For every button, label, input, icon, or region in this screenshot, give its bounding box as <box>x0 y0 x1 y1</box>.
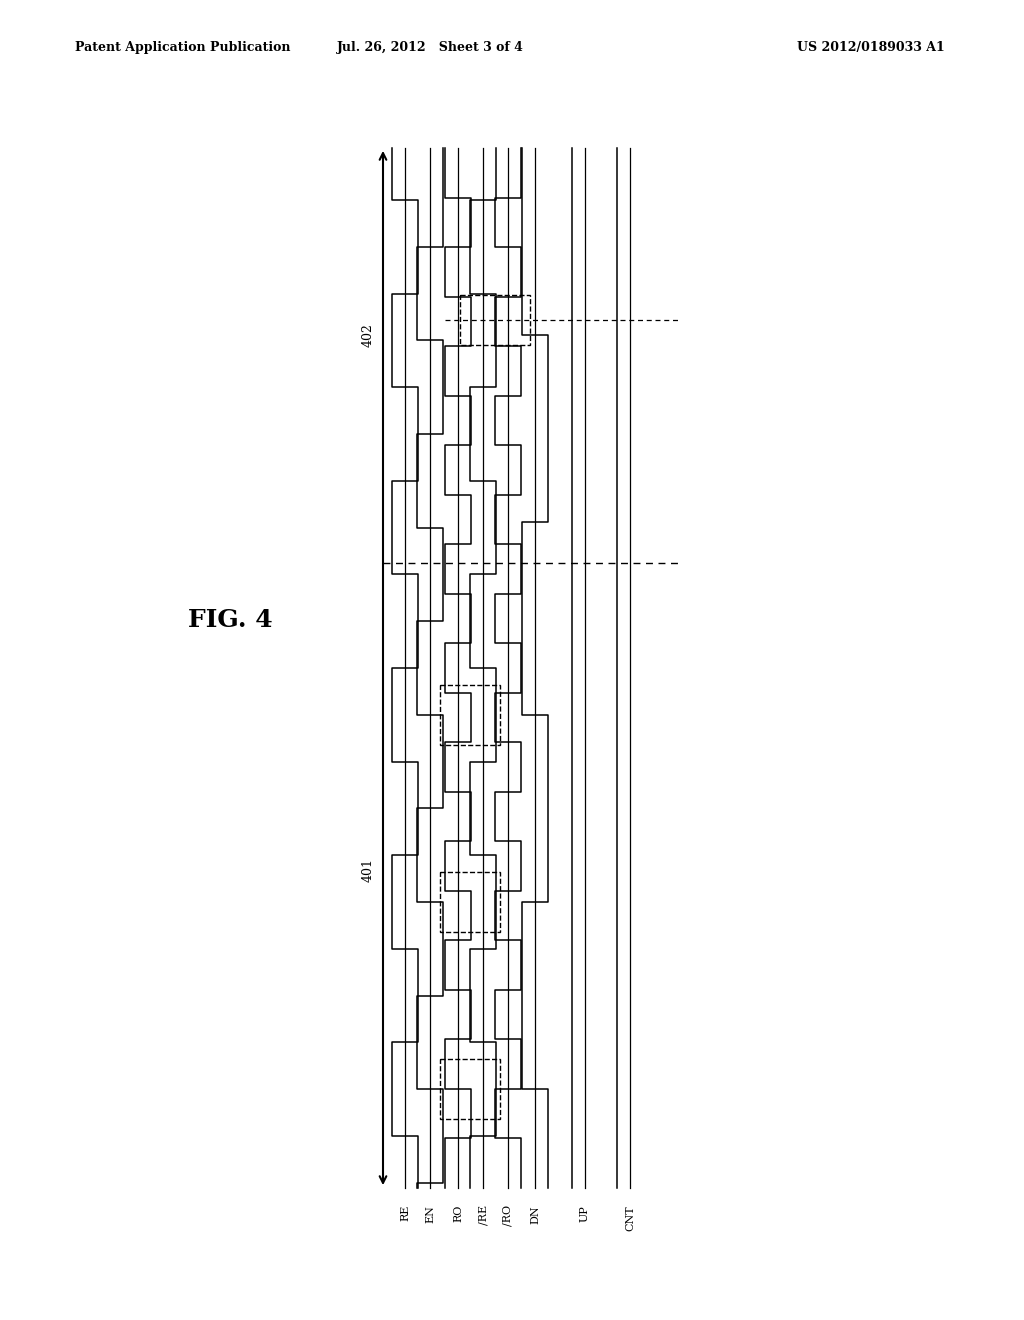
Text: /RE: /RE <box>478 1205 488 1225</box>
Text: CNT: CNT <box>625 1205 635 1230</box>
Text: UP: UP <box>580 1205 590 1222</box>
Text: EN: EN <box>425 1205 435 1222</box>
Text: DN: DN <box>530 1205 540 1224</box>
Text: RO: RO <box>453 1205 463 1222</box>
Text: Patent Application Publication: Patent Application Publication <box>75 41 291 54</box>
Text: Jul. 26, 2012   Sheet 3 of 4: Jul. 26, 2012 Sheet 3 of 4 <box>337 41 523 54</box>
Text: 401: 401 <box>362 858 375 882</box>
Text: US 2012/0189033 A1: US 2012/0189033 A1 <box>798 41 945 54</box>
Text: 402: 402 <box>362 323 375 347</box>
Text: /RO: /RO <box>503 1205 513 1226</box>
Text: FIG. 4: FIG. 4 <box>187 609 272 632</box>
Text: RE: RE <box>400 1205 410 1221</box>
